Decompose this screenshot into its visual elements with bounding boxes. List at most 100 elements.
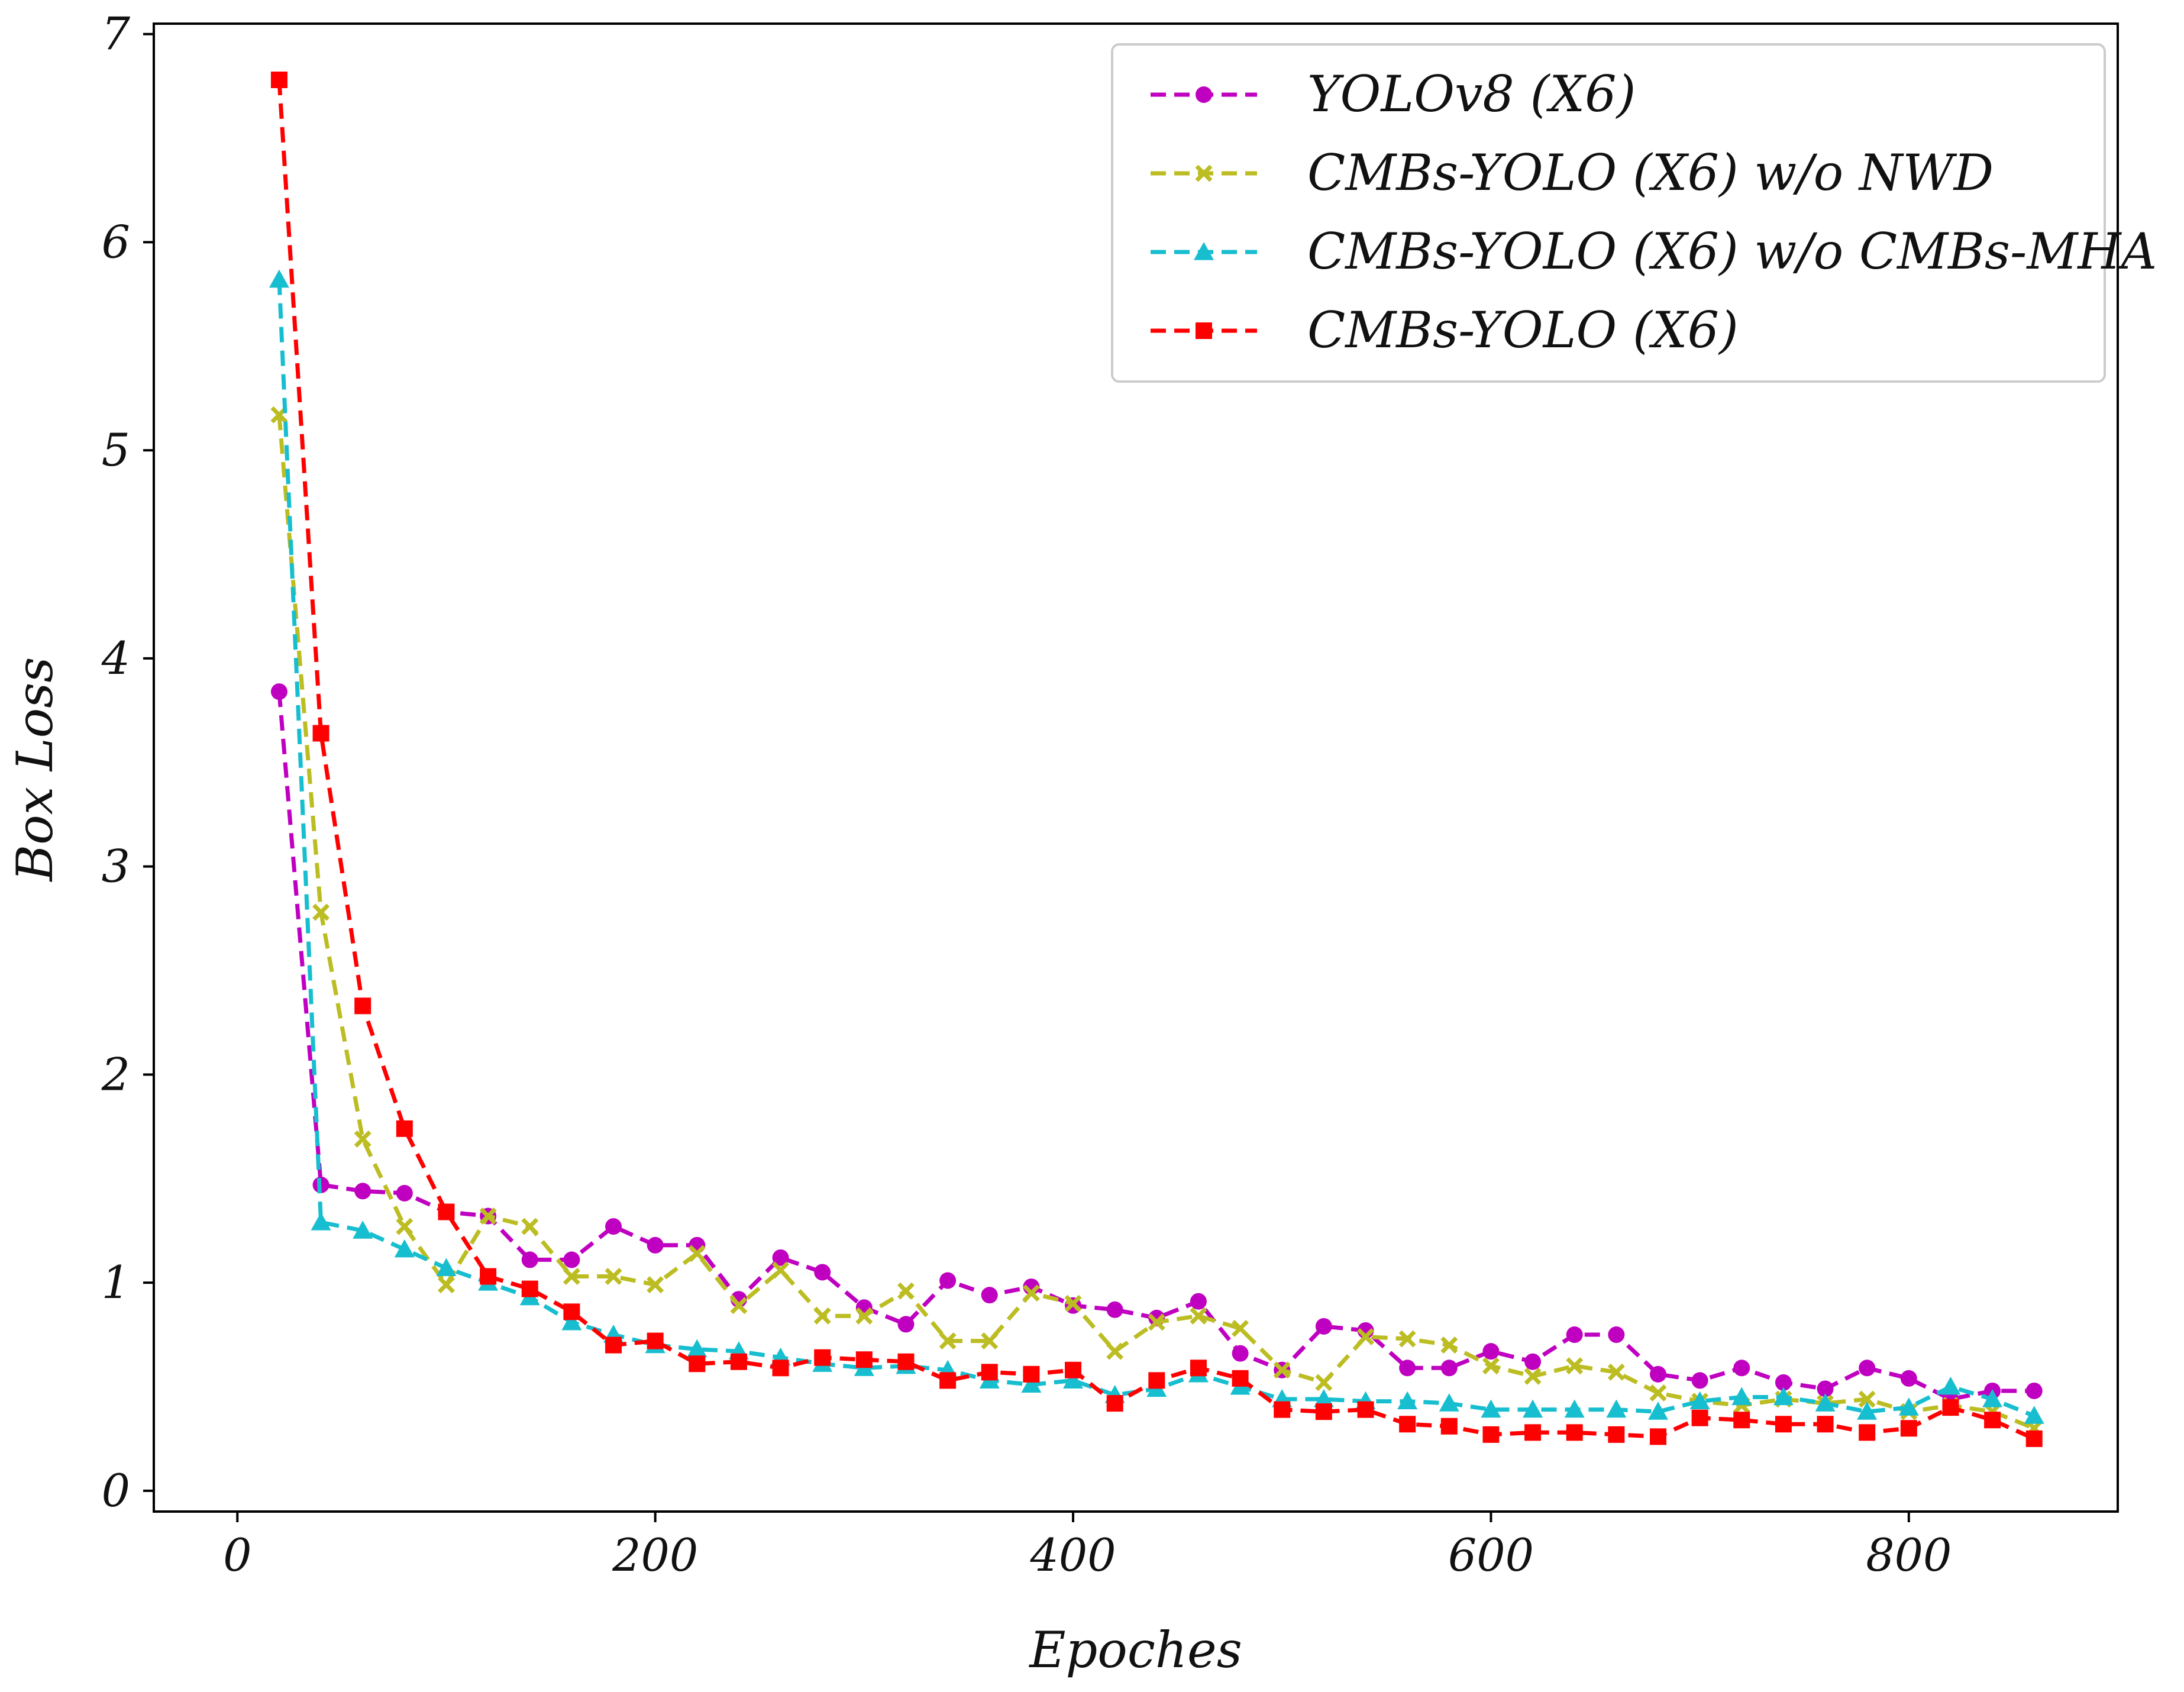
data-point-cmbs-yolo-x6-w-o-cmbs-mha: [1982, 1389, 2003, 1407]
data-point-cmbs-yolo-x6-w-o-cmbs-mha: [1940, 1376, 1961, 1395]
legend-label: CMBs-YOLO (X6): [1307, 301, 1739, 359]
data-point-cmbs-yolo-x6-w-o-cmbs-mha: [1857, 1402, 1878, 1420]
data-point-cmbs-yolo-x6-w-o-nwd: [1398, 1330, 1416, 1348]
data-point-cmbs-yolo-x6: [897, 1353, 915, 1370]
data-point-yolov8-x6: [772, 1249, 789, 1266]
data-point-cmbs-yolo-x6-w-o-nwd: [1607, 1363, 1625, 1381]
legend-label: CMBs-YOLO (X6) w/o NWD: [1307, 144, 1994, 202]
legend-label: YOLOv8 (X6): [1307, 65, 1636, 123]
data-point-cmbs-yolo-x6: [563, 1303, 580, 1320]
data-point-yolov8-x6: [1440, 1360, 1458, 1377]
data-point-cmbs-yolo-x6: [1524, 1424, 1542, 1441]
data-point-cmbs-yolo-x6: [939, 1372, 957, 1389]
data-point-yolov8-x6: [2025, 1382, 2043, 1399]
data-point-yolov8-x6: [354, 1183, 371, 1200]
y-tick-label: 0: [102, 1464, 130, 1517]
data-point-cmbs-yolo-x6: [772, 1360, 789, 1377]
data-point-cmbs-yolo-x6-w-o-nwd: [437, 1276, 455, 1294]
data-point-cmbs-yolo-x6-w-o-nwd: [981, 1332, 999, 1350]
legend-items: YOLOv8 (X6) CMBs-YOLO (X6) w/o NWD CMBs-YO…: [1151, 65, 2157, 359]
data-point-cmbs-yolo-x6: [981, 1364, 998, 1381]
data-point-cmbs-yolo-x6: [1859, 1424, 1876, 1441]
data-point-cmbs-yolo-x6-w-o-nwd: [1858, 1390, 1876, 1408]
data-point-cmbs-yolo-x6: [1691, 1409, 1708, 1426]
data-point-cmbs-yolo-x6-w-o-cmbs-mha: [1313, 1389, 1334, 1407]
series-cmbs-yolo-x6-w-o-nwd: [270, 406, 2043, 1437]
data-point-cmbs-yolo-x6-w-o-nwd: [647, 1276, 664, 1294]
data-point-yolov8-x6: [1232, 1345, 1249, 1362]
data-point-cmbs-yolo-x6-w-o-nwd: [897, 1282, 915, 1300]
data-point-yolov8-x6: [521, 1251, 538, 1268]
data-point-yolov8-x6: [1482, 1343, 1500, 1360]
data-point-cmbs-yolo-x6: [1065, 1361, 1082, 1378]
data-point-cmbs-yolo-x6: [1649, 1428, 1666, 1445]
data-point-cmbs-yolo-x6-w-o-nwd: [1357, 1328, 1374, 1346]
data-point-cmbs-yolo-x6-w-o-nwd: [1315, 1374, 1333, 1391]
data-point-cmbs-yolo-x6: [647, 1332, 664, 1349]
data-point-cmbs-yolo-x6: [480, 1268, 497, 1285]
data-point-yolov8-x6: [1190, 1293, 1207, 1310]
data-point-cmbs-yolo-x6-w-o-cmbs-mha: [1815, 1393, 1836, 1412]
x-axis-label: Epoches: [1028, 1621, 1242, 1679]
data-point-cmbs-yolo-x6-w-o-cmbs-mha: [311, 1212, 331, 1231]
data-point-yolov8-x6: [981, 1287, 998, 1304]
data-point-cmbs-yolo-x6-w-o-cmbs-mha: [1397, 1391, 1418, 1410]
series-cmbs-yolo-x6: [270, 71, 2043, 1447]
legend-swatch-marker: [1194, 242, 1214, 260]
legend-item-cmbs-yolo-x6-w-o-cmbs-mha: CMBs-YOLO (X6) w/o CMBs-MHA: [1151, 222, 2157, 280]
y-tick-label: 4: [101, 632, 130, 684]
data-point-cmbs-yolo-x6-w-o-cmbs-mha: [1647, 1402, 1668, 1420]
legend-swatch-marker: [1196, 86, 1212, 103]
legend-item-cmbs-yolo-x6-w-o-nwd: CMBs-YOLO (X6) w/o NWD: [1151, 144, 1994, 202]
data-point-cmbs-yolo-x6-w-o-cmbs-mha: [1606, 1399, 1627, 1418]
data-point-cmbs-yolo-x6-w-o-cmbs-mha: [1564, 1399, 1585, 1418]
data-point-yolov8-x6: [1733, 1360, 1750, 1377]
data-point-cmbs-yolo-x6-w-o-nwd: [1148, 1313, 1165, 1331]
data-point-cmbs-yolo-x6-w-o-nwd: [730, 1297, 748, 1315]
data-point-yolov8-x6: [563, 1251, 580, 1268]
data-point-cmbs-yolo-x6-w-o-nwd: [1566, 1357, 1584, 1375]
x-tick-label: 800: [1866, 1529, 1952, 1581]
data-point-yolov8-x6: [1900, 1370, 1917, 1387]
data-point-cmbs-yolo-x6: [605, 1336, 622, 1354]
data-point-cmbs-yolo-x6: [730, 1353, 747, 1370]
data-point-cmbs-yolo-x6: [1148, 1372, 1165, 1389]
series-layer: [269, 71, 2044, 1447]
x-tick-label: 200: [612, 1529, 698, 1581]
data-point-yolov8-x6: [1566, 1326, 1583, 1344]
data-point-cmbs-yolo-x6: [1608, 1426, 1625, 1443]
data-point-cmbs-yolo-x6: [1274, 1401, 1291, 1418]
data-point-yolov8-x6: [1691, 1372, 1708, 1389]
data-point-cmbs-yolo-x6-w-o-nwd: [1232, 1319, 1249, 1337]
data-point-cmbs-yolo-x6: [1315, 1403, 1332, 1420]
data-point-cmbs-yolo-x6: [1440, 1417, 1458, 1435]
data-point-yolov8-x6: [814, 1264, 831, 1281]
data-point-cmbs-yolo-x6-w-o-nwd: [813, 1307, 831, 1325]
data-point-yolov8-x6: [605, 1218, 622, 1235]
data-point-yolov8-x6: [1817, 1380, 1834, 1397]
data-point-cmbs-yolo-x6: [1232, 1370, 1249, 1387]
data-point-cmbs-yolo-x6-w-o-nwd: [688, 1245, 706, 1262]
data-point-cmbs-yolo-x6: [689, 1355, 706, 1373]
data-point-yolov8-x6: [647, 1236, 664, 1254]
legend: YOLOv8 (X6) CMBs-YOLO (X6) w/o NWD CMBs-YO…: [1111, 43, 2157, 383]
data-point-cmbs-yolo-x6-w-o-nwd: [1440, 1336, 1458, 1354]
data-point-cmbs-yolo-x6: [1900, 1420, 1917, 1437]
data-point-cmbs-yolo-x6: [1023, 1365, 1040, 1383]
y-tick-label: 1: [102, 1256, 130, 1309]
data-point-cmbs-yolo-x6-w-o-nwd: [1524, 1367, 1542, 1385]
data-point-cmbs-yolo-x6-w-o-cmbs-mha: [436, 1258, 457, 1277]
data-point-yolov8-x6: [897, 1316, 915, 1333]
y-tick-label: 3: [102, 840, 130, 893]
data-point-yolov8-x6: [939, 1272, 957, 1289]
series-yolov8-x6: [270, 683, 2043, 1408]
data-point-cmbs-yolo-x6-w-o-cmbs-mha: [687, 1339, 707, 1358]
data-point-cmbs-yolo-x6-w-o-cmbs-mha: [1523, 1399, 1543, 1418]
data-point-yolov8-x6: [1775, 1374, 1792, 1391]
x-tick-label: 600: [1448, 1529, 1534, 1581]
data-point-cmbs-yolo-x6: [354, 997, 371, 1015]
data-point-cmbs-yolo-x6-w-o-cmbs-mha: [1689, 1391, 1710, 1410]
data-point-cmbs-yolo-x6-w-o-cmbs-mha: [353, 1220, 373, 1239]
data-point-cmbs-yolo-x6-w-o-nwd: [1022, 1284, 1040, 1302]
